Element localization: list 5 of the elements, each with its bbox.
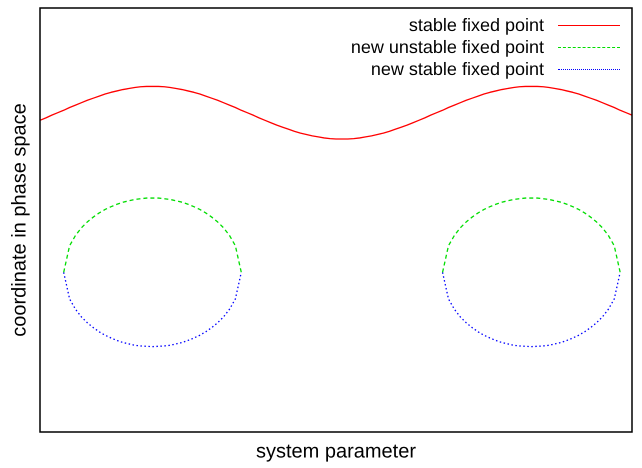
legend-label: stable fixed point xyxy=(408,14,544,36)
legend-label: new unstable fixed point xyxy=(350,36,544,58)
x-axis-title: system parameter xyxy=(256,440,416,463)
y-axis-title: coordinate in phase space xyxy=(8,103,31,337)
legend-label: new stable fixed point xyxy=(370,58,544,80)
